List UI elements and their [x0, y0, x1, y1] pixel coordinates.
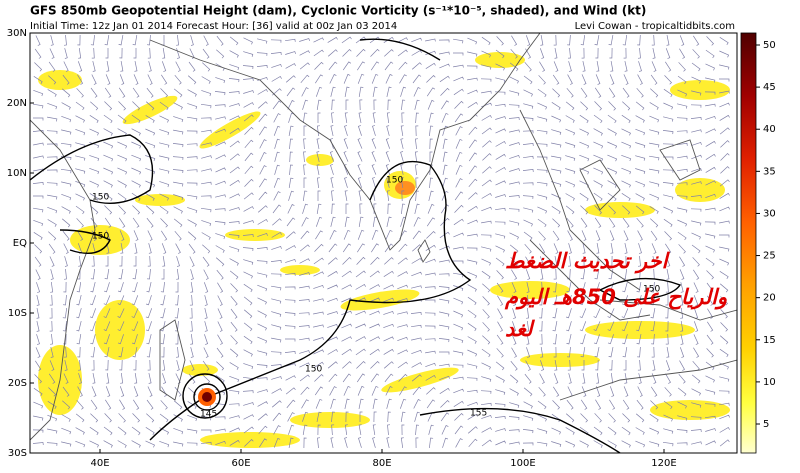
lat-label: 20S	[8, 378, 27, 389]
colorbar	[740, 32, 757, 454]
overlay-text: اخر تحديث الضغط والرياح على 850هـ اليوم …	[504, 249, 727, 341]
overlay-line: لغد	[505, 317, 535, 341]
contour-label: 150	[92, 193, 109, 203]
lon-label: 100E	[510, 458, 535, 469]
wind-barbs	[32, 34, 730, 449]
overlay-line: والرياح على 850هـ اليوم	[504, 285, 727, 310]
lon-label: 40E	[90, 458, 109, 469]
overlay-line: اخر تحديث الضغط	[505, 249, 671, 274]
contour-labels: 150 150 150 150 150 145 155	[92, 176, 660, 420]
contour-label: 150	[643, 285, 660, 295]
colorbar-tick-label: 20	[763, 293, 776, 304]
axis-labels: 30N 20N 10N EQ 10S 20S 30S 40E 60E 80E 100E 120E 5 10…	[7, 28, 776, 469]
colorbar-tick-label: 35	[763, 166, 776, 177]
lat-label: 30S	[8, 448, 27, 459]
lon-label: 80E	[372, 458, 391, 469]
credit: Levi Cowan - tropicaltidbits.com	[575, 21, 735, 32]
title: GFS 850mb Geopotential Height (dam), Cyc…	[30, 4, 646, 18]
subtitle: Initial Time: 12z Jan 01 2014 Forecast H…	[30, 21, 397, 32]
contour-label: 150	[386, 176, 403, 186]
contour-label: 150	[305, 365, 322, 375]
lat-label: 10N	[7, 168, 27, 179]
lat-label: 20N	[7, 98, 27, 109]
lat-label: 10S	[8, 308, 27, 319]
contour-label: 145	[200, 410, 217, 420]
colorbar-tick-label: 5	[763, 419, 769, 430]
vorticity-max	[395, 181, 415, 195]
lon-label: 120E	[651, 458, 676, 469]
map-area	[30, 33, 737, 453]
colorbar-tick-label: 40	[763, 124, 776, 135]
cyclone-core	[198, 388, 216, 406]
lat-label: 30N	[7, 28, 27, 39]
coastlines	[30, 33, 737, 441]
contour-label: 155	[470, 409, 487, 419]
lon-label: 60E	[231, 458, 250, 469]
colorbar-tick-label: 15	[763, 335, 776, 346]
height-contours	[30, 38, 682, 453]
colorbar-tick-label: 25	[763, 251, 776, 262]
colorbar-tick-label: 30	[763, 208, 776, 219]
colorbar-tick-label: 50	[763, 40, 776, 51]
contour-label: 150	[92, 232, 109, 242]
colorbar-tick-label: 45	[763, 82, 776, 93]
colorbar-tick-label: 10	[763, 377, 776, 388]
lat-label: EQ	[13, 238, 27, 249]
